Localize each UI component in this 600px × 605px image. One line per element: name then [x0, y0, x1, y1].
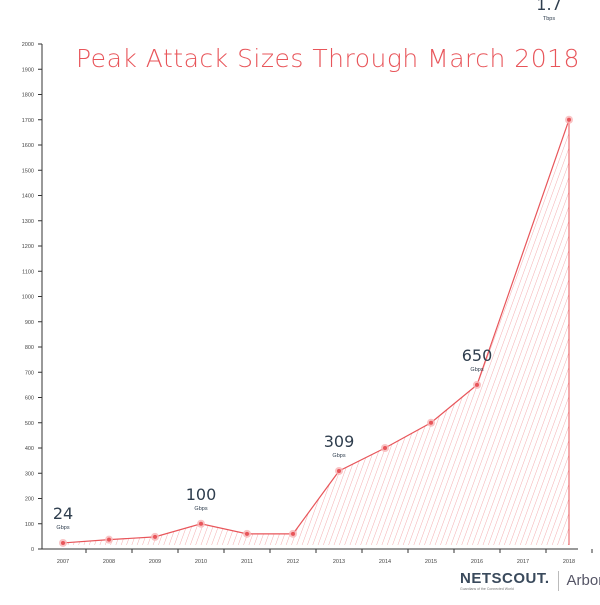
annotation-value: 650 [462, 346, 493, 365]
x-tick-label: 2012 [287, 559, 299, 565]
chart-title: Peak Attack Sizes Through March 2018 [76, 44, 580, 73]
annotation-unit: Gbps [194, 506, 207, 512]
data-point [291, 531, 295, 536]
y-tick-label: 600 [25, 396, 34, 402]
x-tick-label: 2008 [103, 559, 115, 565]
x-tick-label: 2016 [471, 559, 483, 565]
logo-divider [557, 570, 559, 591]
y-tick-label: 0 [31, 547, 34, 553]
y-tick-label: 1800 [22, 93, 34, 99]
annotation-value: 1.7 [536, 0, 561, 14]
x-tick-label: 2007 [57, 559, 69, 565]
x-tick-label: 2014 [379, 559, 391, 565]
annotation-value: 100 [186, 485, 217, 504]
logo-brand: NETSCOUT. [460, 570, 550, 587]
y-tick-label: 100 [25, 522, 34, 528]
data-point [153, 534, 157, 539]
data-point [337, 468, 341, 473]
annotation-unit: Gbps [56, 525, 69, 531]
y-tick-label: 300 [25, 471, 34, 477]
x-tick-label: 2010 [195, 559, 207, 565]
annotation-unit: Gbps [470, 367, 483, 373]
y-tick-label: 500 [25, 421, 34, 427]
annotation-unit: Gbps [332, 453, 345, 459]
data-point [61, 540, 65, 545]
y-tick-label: 1000 [22, 295, 34, 301]
y-tick-label: 900 [25, 320, 34, 326]
y-tick-label: 1200 [22, 244, 34, 250]
y-tick-label: 400 [25, 446, 34, 452]
y-tick-label: 1300 [22, 219, 34, 225]
area-fill [63, 119, 569, 545]
logo-partner: Arbor [566, 572, 600, 589]
data-point [429, 420, 433, 425]
annotation-unit: Tbps [543, 16, 555, 22]
data-point [199, 521, 203, 526]
data-point [107, 537, 111, 542]
y-tick-label: 1500 [22, 168, 34, 174]
x-tick-label: 2015 [425, 559, 437, 565]
netscout-arbor-logo: NETSCOUT. Guardians of the Connected Wor… [460, 570, 600, 591]
y-tick-label: 2000 [22, 42, 34, 48]
x-tick-label: 2009 [149, 559, 161, 565]
y-tick-label: 1900 [22, 67, 34, 73]
y-tick-label: 1100 [22, 269, 34, 275]
data-point [245, 531, 249, 536]
x-tick-label: 2018 [563, 559, 575, 565]
x-tick-label: 2011 [241, 559, 253, 565]
data-point [475, 382, 479, 387]
x-tick-label: 2017 [517, 559, 529, 565]
y-tick-label: 700 [25, 370, 34, 376]
x-tick-label: 2013 [333, 559, 345, 565]
y-tick-label: 1700 [22, 118, 34, 124]
annotation-value: 24 [53, 504, 73, 523]
logo-tagline: Guardians of the Connected World [460, 587, 514, 591]
data-point [383, 446, 387, 450]
y-tick-label: 800 [25, 345, 34, 351]
y-tick-label: 1400 [22, 194, 34, 200]
y-tick-label: 200 [25, 497, 34, 503]
annotation-value: 309 [324, 432, 355, 451]
y-tick-label: 1600 [22, 143, 34, 149]
data-point [567, 117, 571, 122]
